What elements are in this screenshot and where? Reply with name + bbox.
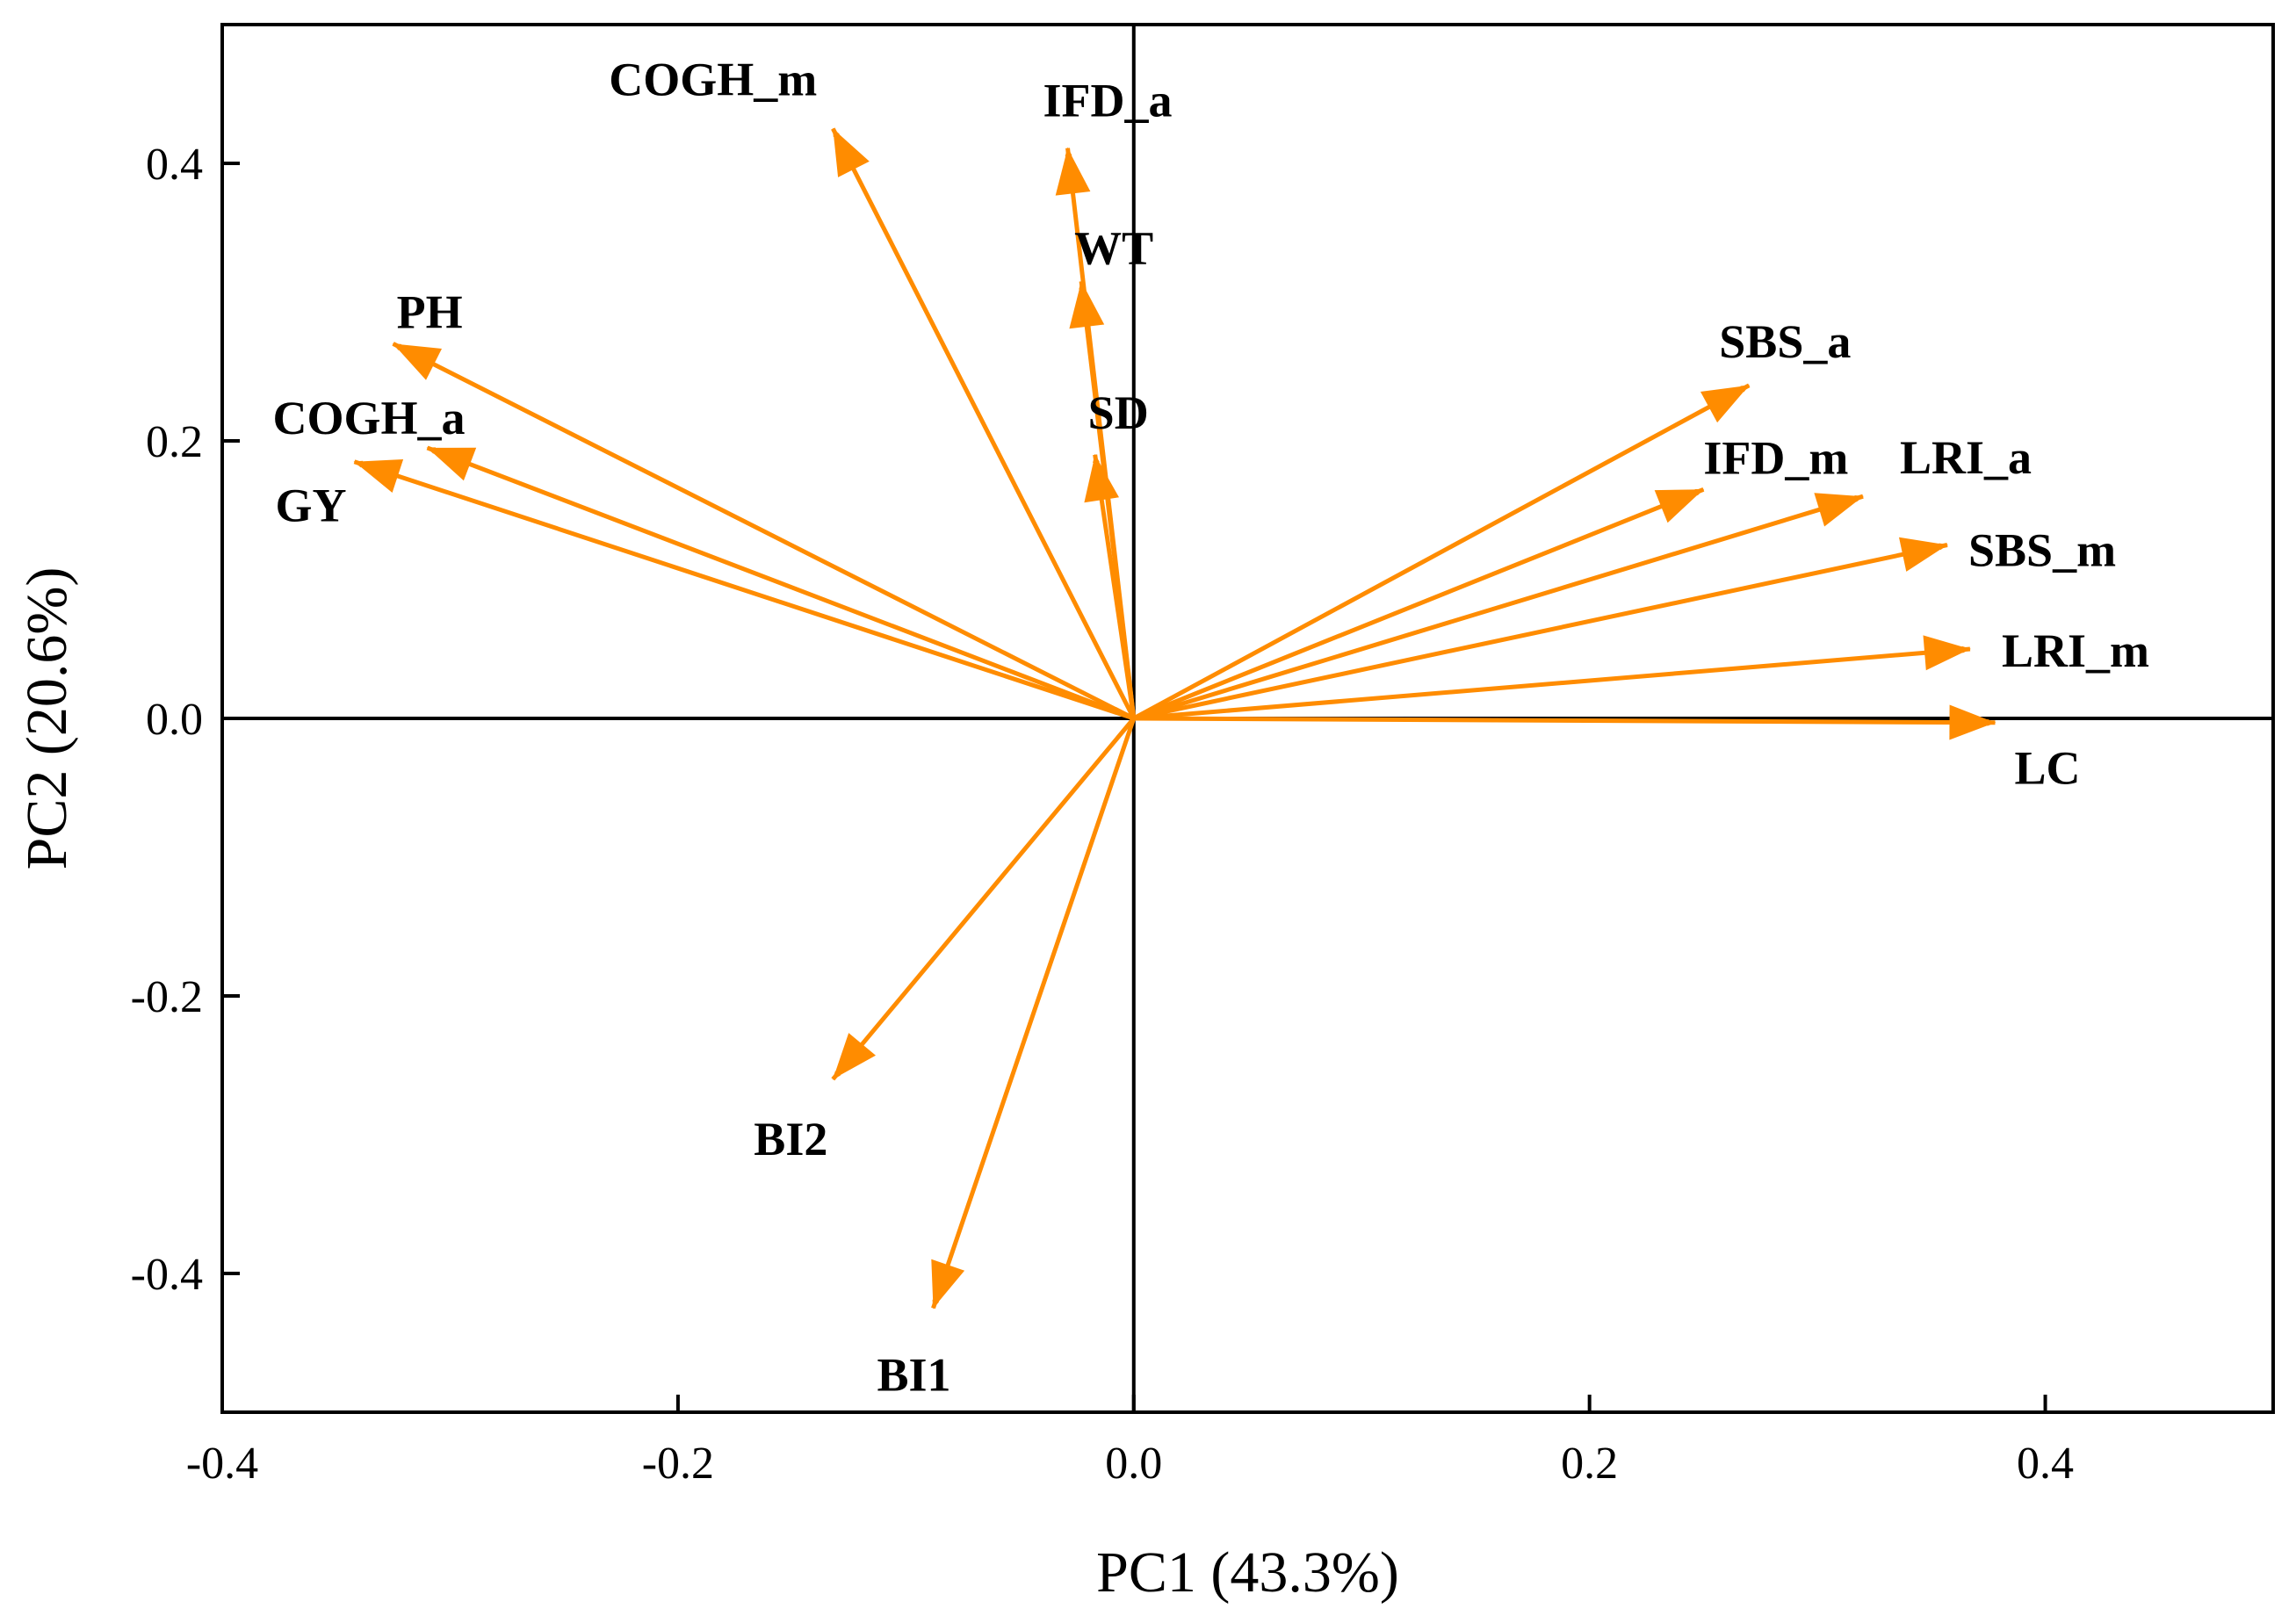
arrowhead-ifd-a [1055,148,1091,196]
y-tick-label: 0.4 [146,140,203,190]
arrowhead-gy [354,459,404,493]
arrowhead-sd [1084,454,1119,503]
loading-arrow-sbs-a [1132,383,1751,721]
arrowhead-ifd-m [1654,489,1704,523]
loading-label-lri-a: LRI_a [1900,431,2032,484]
y-tick-label: -0.4 [131,1250,203,1300]
x-tick-label: -0.4 [186,1439,258,1489]
arrowhead-lc [1949,704,1996,740]
y-tick-label: 0.0 [146,695,203,745]
tick-layer: -0.4 -0.2 0.0 0.2 0.4 0.4 0.2 0.0 -0.2 -0.4 [131,140,2074,1489]
x-tick-label: 0.4 [2017,1439,2074,1489]
loading-label-sbs-m: SBS_m [1968,524,2116,577]
loading-label-lc: LC [2014,742,2080,795]
loading-arrow-cogh-m [831,127,1137,720]
loading-arrow-bi1 [931,718,1137,1309]
arrowhead-wt [1069,281,1105,329]
loading-label-cogh-m: COGH_m [609,54,817,106]
y-tick-label: -0.2 [131,972,203,1022]
loading-arrow-ph [392,342,1135,721]
loading-label-sbs-a: SBS_a [1719,315,1851,368]
x-tick-label: 0.0 [1105,1439,1162,1489]
loading-label-sd: SD [1088,386,1149,439]
arrowhead-cogh-m [833,128,870,177]
x-axis-title: PC1 (43.3%) [1096,1540,1399,1605]
arrowhead-sbs-m [1899,537,1947,572]
arrowhead-bi1 [931,1259,965,1309]
y-axis-title: PC2 (20.6%) [15,567,79,870]
arrowhead-bi2 [833,1033,876,1079]
loading-label-bi1: BI1 [877,1349,950,1402]
loading-label-cogh-a: COGH_a [273,392,466,444]
arrowhead-sbs-a [1700,385,1750,423]
arrowhead-lri-m [1923,635,1970,671]
loading-labels-layer: COGH_m IFD_a WT PH COGH_a GY SD SBS_a IFD_m LRI_a… [273,54,2149,1402]
arrowhead-lri-a [1814,493,1863,527]
loading-label-wt: WT [1074,221,1153,274]
arrowhead-cogh-a [427,447,477,481]
loading-label-lri-m: LRI_m [2002,624,2149,677]
arrowhead-ph [393,343,442,380]
x-tick-label: -0.2 [642,1439,714,1489]
loading-label-ph: PH [397,285,463,338]
loading-arrow-lc [1133,716,1996,726]
loading-arrow-gy [353,459,1135,721]
loading-arrow-cogh-a [426,445,1135,721]
loading-arrow-lri-a [1133,494,1864,721]
loading-arrow-ifd-m [1132,487,1705,721]
loading-label-ifd-m: IFD_m [1703,431,1848,484]
loading-label-ifd-a: IFD_a [1043,75,1173,127]
loading-arrow-bi2 [831,717,1136,1081]
y-tick-label: 0.2 [146,417,203,467]
loading-label-gy: GY [275,480,346,532]
loading-arrow-lri-m [1133,646,1971,721]
loading-arrow-sbs-m [1133,543,1948,721]
loading-label-bi2: BI2 [754,1113,827,1165]
loading-arrows-layer [353,127,1996,1309]
x-tick-label: 0.2 [1561,1439,1618,1489]
